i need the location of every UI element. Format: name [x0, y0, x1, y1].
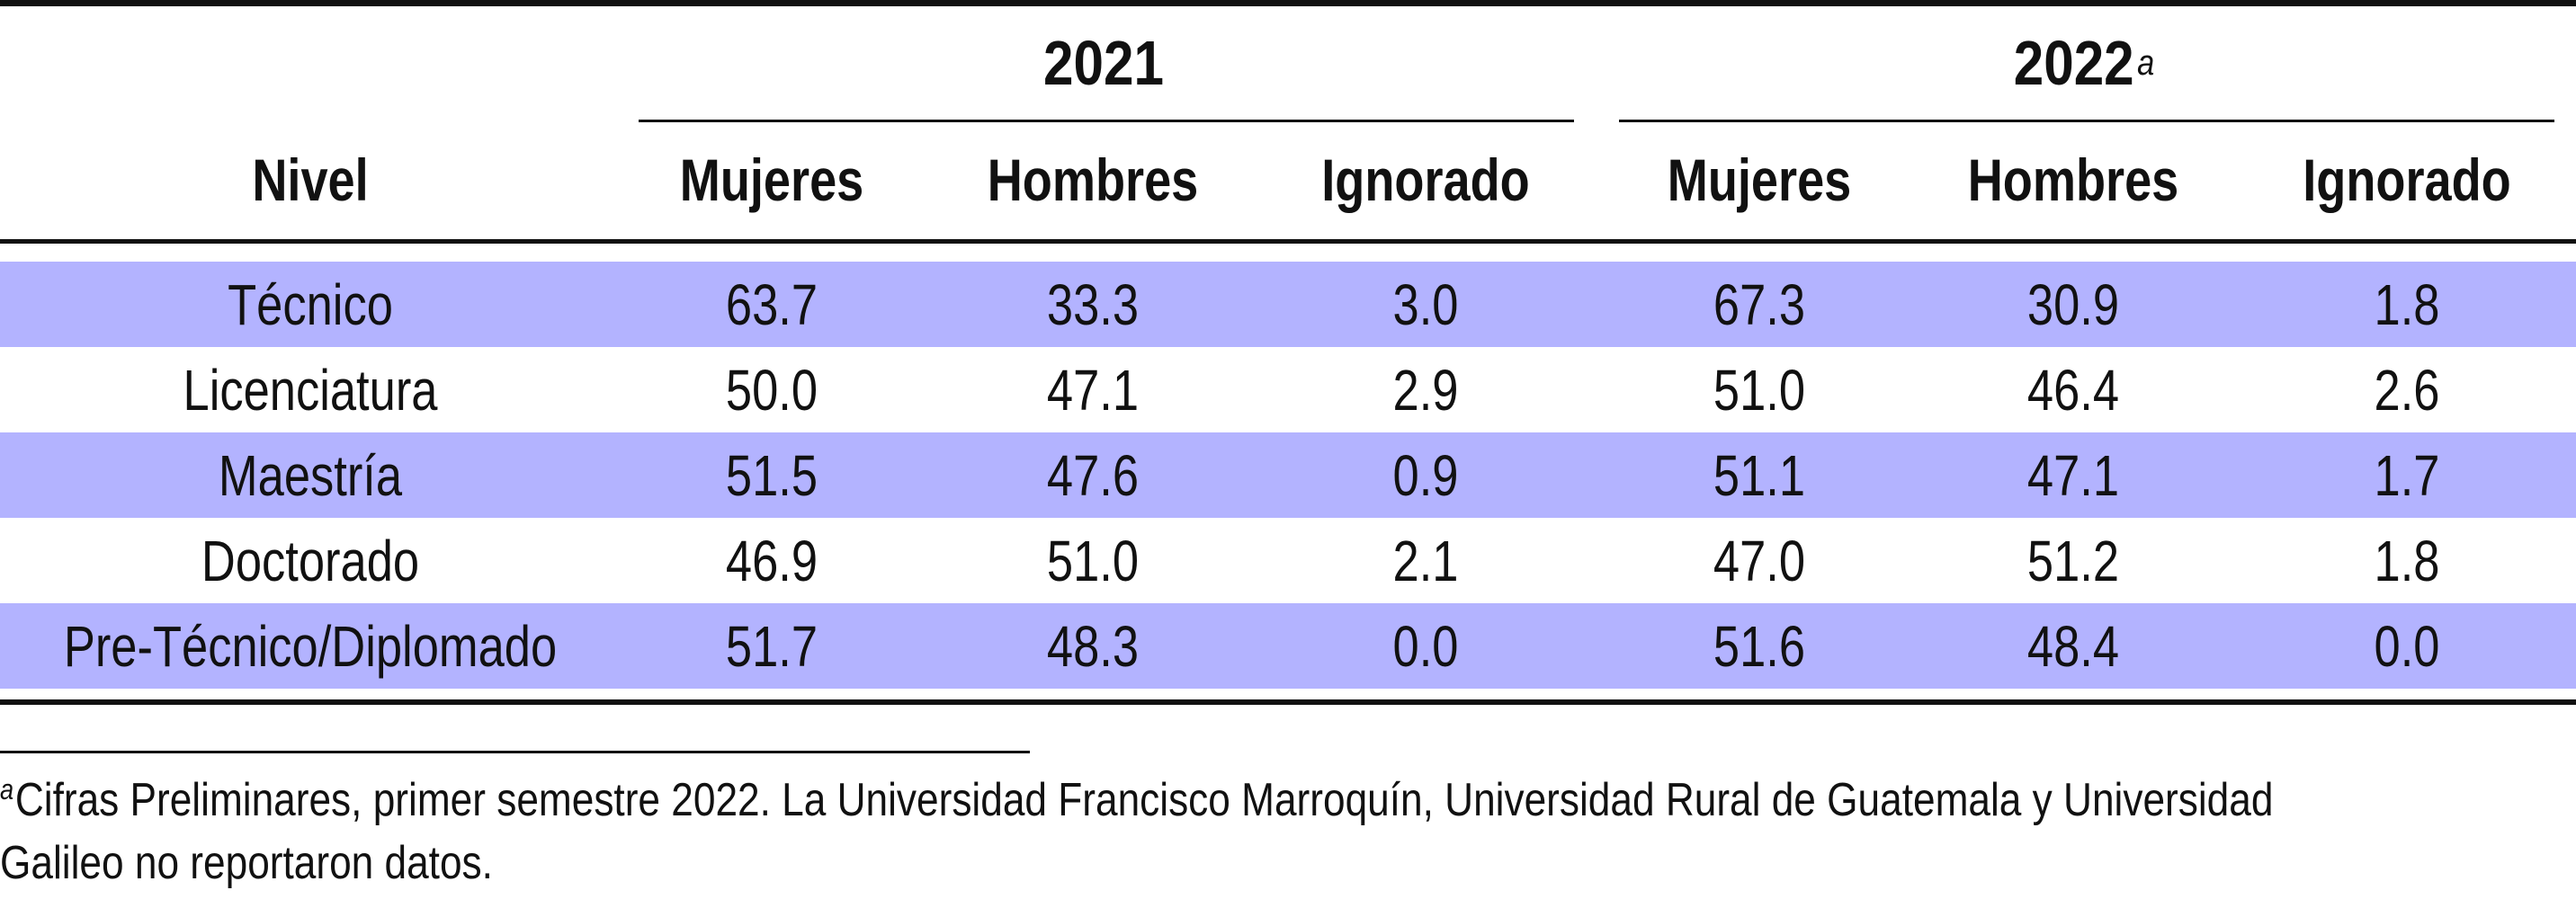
row-value-hombres-2021: 47.6	[1046, 442, 1140, 508]
row-value-ignorado-2022: 0.0	[2374, 613, 2440, 679]
row-nivel-cell: Licenciatura	[183, 357, 438, 423]
row-value-hombres-2022: 51.2	[2026, 528, 2120, 593]
row-value-mujeres-2021: 50.0	[725, 357, 818, 423]
group-header-2022: 2022 a	[2013, 28, 2155, 98]
table-row: Maestría 51.5 47.6 0.9 51.1 47.1 1.7	[0, 432, 2576, 518]
row-value-mujeres-2022: 47.0	[1713, 528, 1806, 593]
group-underline-2021	[639, 120, 1574, 122]
column-header-hombres-2021: Hombres	[987, 147, 1199, 213]
row-value-mujeres-2022: 51.1	[1713, 442, 1806, 508]
row-value-ignorado-2021: 0.0	[1392, 613, 1459, 679]
row-value-ignorado-2022: 1.8	[2374, 272, 2440, 337]
row-value-hombres-2022: 48.4	[2026, 613, 2120, 679]
column-header-nivel: Nivel	[252, 147, 369, 213]
row-value-mujeres-2022: 67.3	[1713, 272, 1806, 337]
column-header-mujeres-2021: Mujeres	[679, 147, 864, 213]
column-header-ignorado-2022: Ignorado	[2303, 147, 2511, 213]
column-header-hombres-2022: Hombres	[1967, 147, 2179, 213]
footnote-marker: a	[0, 772, 14, 806]
row-value-ignorado-2021: 2.9	[1392, 357, 1459, 423]
row-value-ignorado-2021: 2.1	[1392, 528, 1459, 593]
row-value-hombres-2021: 47.1	[1046, 357, 1140, 423]
footnote-line2: Galileo no reportaron datos.	[0, 837, 493, 889]
row-value-mujeres-2021: 51.7	[725, 613, 818, 679]
row-value-ignorado-2022: 1.8	[2374, 528, 2440, 593]
row-value-mujeres-2021: 51.5	[725, 442, 818, 508]
row-value-mujeres-2021: 63.7	[725, 272, 818, 337]
row-value-hombres-2021: 33.3	[1046, 272, 1140, 337]
row-value-mujeres-2022: 51.0	[1713, 357, 1806, 423]
group-header-2021-label: 2021	[1043, 28, 1164, 98]
row-value-ignorado-2022: 2.6	[2374, 357, 2440, 423]
row-value-hombres-2022: 46.4	[2026, 357, 2120, 423]
top-rule	[0, 0, 2576, 6]
row-value-hombres-2022: 47.1	[2026, 442, 2120, 508]
row-nivel-cell: Doctorado	[201, 528, 420, 593]
header-rule	[0, 239, 2576, 244]
row-nivel-cell: Maestría	[218, 442, 403, 508]
row-value-hombres-2021: 48.3	[1046, 613, 1140, 679]
footnote-rule	[0, 751, 1030, 753]
bottom-rule	[0, 699, 2576, 705]
row-value-hombres-2021: 51.0	[1046, 528, 1140, 593]
footnote-line1: Cifras Preliminares, primer semestre 202…	[14, 774, 2274, 826]
table-row: Técnico 63.7 33.3 3.0 67.3 30.9 1.8	[0, 262, 2576, 347]
table-row: Licenciatura 50.0 47.1 2.9 51.0 46.4 2.6	[0, 347, 2576, 432]
row-value-ignorado-2021: 0.9	[1392, 442, 1459, 508]
footnote: aCifras Preliminares, primer semestre 20…	[0, 769, 2273, 895]
column-header-mujeres-2022: Mujeres	[1667, 147, 1852, 213]
row-value-mujeres-2022: 51.6	[1713, 613, 1806, 679]
row-nivel-cell: Pre-Técnico/Diplomado	[63, 613, 558, 679]
table-row: Pre-Técnico/Diplomado 51.7 48.3 0.0 51.6 48.4…	[0, 603, 2576, 689]
column-header-ignorado-2021: Ignorado	[1321, 147, 1530, 213]
row-value-mujeres-2021: 46.9	[725, 528, 818, 593]
row-value-ignorado-2021: 3.0	[1392, 272, 1459, 337]
table-row: Doctorado 46.9 51.0 2.1 47.0 51.2 1.8	[0, 518, 2576, 603]
row-value-hombres-2022: 30.9	[2026, 272, 2120, 337]
group-header-2022-label: 2022	[2013, 28, 2134, 98]
group-underline-2022	[1619, 120, 2554, 122]
row-value-ignorado-2022: 1.7	[2374, 442, 2440, 508]
row-nivel-cell: Técnico	[228, 272, 393, 337]
group-header-2021: 2021	[702, 18, 1506, 108]
